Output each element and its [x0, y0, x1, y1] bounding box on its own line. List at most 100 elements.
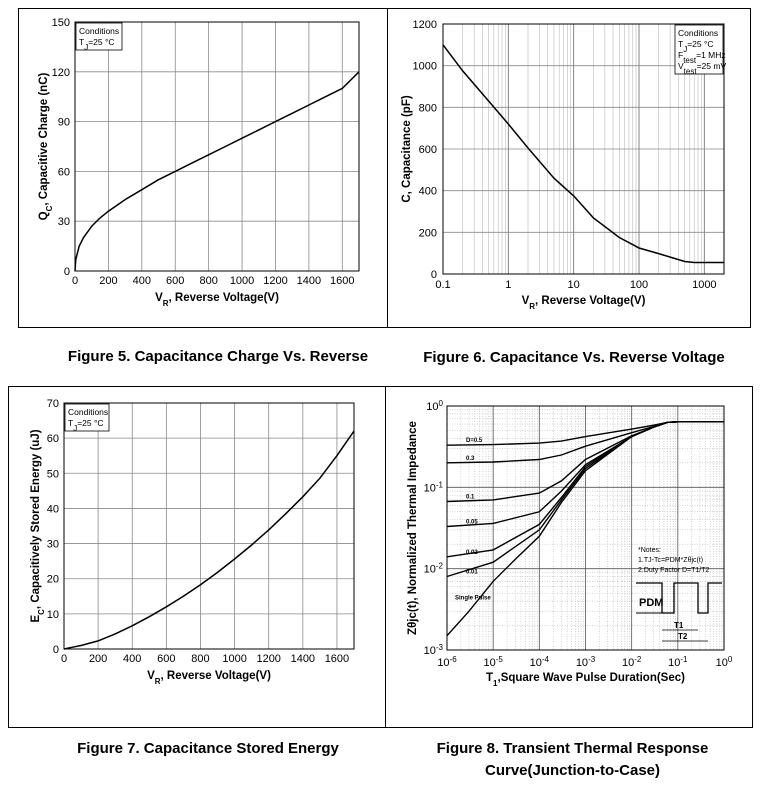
- conditions-text: TJ=25 °C: [79, 37, 115, 52]
- series-line: [74, 71, 360, 272]
- figure-7-caption: Figure 7. Capacitance Stored Energy: [77, 740, 339, 757]
- x-tick-label: 800: [191, 653, 209, 665]
- y-tick-label: 120: [52, 67, 70, 79]
- x-tick-label: 10-5: [483, 655, 503, 670]
- y-tick-label: 1000: [413, 61, 437, 73]
- x-axis-label: T1,Square Wave Pulse Duration(Sec): [486, 672, 685, 688]
- notes-text: *Notes:: [638, 547, 661, 554]
- y-tick-label: 20: [47, 574, 59, 586]
- y-axis-label: C, Capacitance (pF): [401, 95, 413, 203]
- figure-5-panel: 0 200 400 600 800 1000 1200 1400 1600 0 30 60 90 120 1…: [18, 8, 388, 328]
- figure-8-panel: 10-6 10-5 10-4 10-3 10-2 10-1 100 10-3 10-2 10-1 1…: [385, 386, 753, 728]
- y-tick-label: 150: [52, 17, 70, 29]
- conditions-text: Vtest=25 mV: [678, 61, 726, 76]
- figure-8-caption-line2: Curve(Junction-to-Case): [484, 762, 660, 779]
- x-tick-label: 200: [99, 275, 117, 287]
- x-tick-label: 1600: [325, 653, 349, 665]
- x-tick-label: 0: [72, 275, 78, 287]
- figure-7-chart: 0 200 400 600 800 1000 1200 1400 1600 0 10 20 30 40 50…: [30, 398, 355, 686]
- y-tick-label: 10-2: [424, 561, 444, 576]
- x-tick-label: 600: [166, 275, 184, 287]
- x-tick-label: 600: [157, 653, 175, 665]
- series-label: 0.1: [466, 494, 475, 500]
- conditions-text: TJ=25 °C: [68, 418, 104, 433]
- pdm-label: PDM: [639, 597, 663, 609]
- x-tick-label: 100: [716, 655, 733, 670]
- y-tick-label: 200: [419, 227, 437, 239]
- y-tick-label: 90: [58, 117, 70, 129]
- x-tick-label: 1600: [330, 275, 354, 287]
- y-tick-label: 10-3: [424, 643, 444, 658]
- y-tick-label: 1200: [413, 19, 437, 31]
- conditions-text: TJ=25 °C: [678, 39, 714, 54]
- series-line: [442, 44, 724, 264]
- y-tick-label: 0: [53, 644, 59, 656]
- figure-6-caption: Figure 6. Capacitance Vs. Reverse Voltag…: [423, 349, 725, 366]
- figure-8-caption-line1: Figure 8. Transient Thermal Response: [436, 740, 709, 757]
- conditions-box: [75, 22, 123, 51]
- y-tick-label: 600: [419, 144, 437, 156]
- conditions-box: [674, 24, 724, 75]
- notes-text: 1.TJ-Tc=PDM*Zθjc(t): [638, 557, 703, 564]
- pulse-waveform: [636, 582, 722, 614]
- x-tick-label: 1000: [692, 279, 716, 291]
- y-axis-label: QC, Capacitive Charge (nC): [38, 73, 54, 221]
- figure-7-panel: 0 200 400 600 800 1000 1200 1400 1600 0 10 20 30 40 50…: [8, 386, 386, 728]
- x-axis-label: VR, Reverse Voltage(V): [155, 292, 279, 308]
- series-label: Single Pulse: [455, 595, 491, 601]
- x-tick-label: 10-1: [668, 655, 688, 670]
- x-tick-label: 1000: [222, 653, 246, 665]
- x-tick-label: 100: [630, 279, 648, 291]
- x-tick-label: 1200: [263, 275, 287, 287]
- figure-5-chart: 0 200 400 600 800 1000 1200 1400 1600 0 30 60 90 120 1…: [38, 17, 360, 308]
- series-label: D=0.5: [466, 438, 483, 444]
- y-tick-label: 0: [64, 266, 70, 278]
- figure-6-panel: 0.1 1 10 100 1000 0 200 400 600 800 1000 1200 VR, Re…: [387, 8, 751, 328]
- x-tick-label: 400: [133, 275, 151, 287]
- plot-frame: [74, 21, 360, 272]
- conditions-box: [64, 403, 110, 432]
- x-tick-label: 400: [123, 653, 141, 665]
- x-tick-label: 1400: [297, 275, 321, 287]
- y-tick-label: 10-1: [424, 480, 444, 495]
- series-label: 0.05: [466, 519, 478, 525]
- series-label: 0.3: [466, 456, 475, 462]
- figure-6-chart: 0.1 1 10 100 1000 0 200 400 600 800 1000 1200 VR, Re…: [401, 19, 726, 311]
- x-tick-label: 200: [89, 653, 107, 665]
- figure-5-caption: Figure 5. Capacitance Charge Vs. Reverse: [67, 348, 369, 365]
- y-tick-label: 60: [47, 433, 59, 445]
- conditions-text: Conditions: [678, 28, 718, 38]
- y-tick-label: 50: [47, 468, 59, 480]
- t1-label: T1: [674, 621, 684, 630]
- y-tick-label: 0: [431, 269, 437, 281]
- y-tick-label: 400: [419, 186, 437, 198]
- conditions-text: Conditions: [68, 407, 108, 417]
- series-label: 0.02: [466, 550, 478, 556]
- x-tick-label: 10: [568, 279, 580, 291]
- x-tick-label: 1200: [256, 653, 280, 665]
- series-line: [446, 421, 724, 637]
- y-tick-label: 40: [47, 503, 59, 515]
- series-line: [63, 430, 355, 650]
- y-tick-label: 800: [419, 102, 437, 114]
- notes-text: 2.Duty Factor D=T1/T2: [638, 567, 709, 574]
- plot-frame: [442, 23, 725, 275]
- y-tick-label: 60: [58, 166, 70, 178]
- x-tick-label: 10-2: [622, 655, 642, 670]
- t2-label: T2: [678, 632, 688, 641]
- x-tick-label: 10-6: [437, 655, 457, 670]
- conditions-text: Conditions: [79, 26, 119, 36]
- y-axis-label: Zθjc(t), Normalized Thermal Impedance: [407, 421, 419, 635]
- x-tick-label: 10-4: [530, 655, 550, 670]
- x-axis-label: VR, Reverse Voltage(V): [522, 295, 646, 311]
- x-tick-label: 1400: [291, 653, 315, 665]
- x-tick-label: 0.1: [435, 279, 450, 291]
- y-tick-label: 70: [47, 398, 59, 410]
- y-tick-label: 30: [47, 539, 59, 551]
- x-tick-label: 1: [505, 279, 511, 291]
- x-tick-label: 800: [199, 275, 217, 287]
- x-tick-label: 10-3: [576, 655, 596, 670]
- y-tick-label: 100: [426, 399, 443, 414]
- plot-frame: [63, 402, 355, 650]
- y-axis-label: EC, Capacitively Stored Energy (uJ): [30, 429, 46, 622]
